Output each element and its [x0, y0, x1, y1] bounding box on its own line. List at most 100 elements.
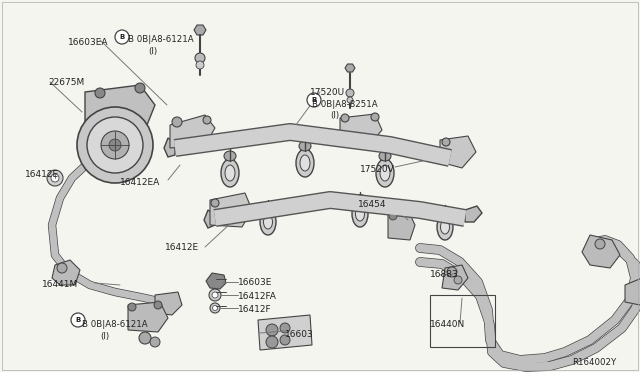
Circle shape — [280, 335, 290, 345]
Ellipse shape — [380, 165, 390, 181]
Ellipse shape — [221, 159, 239, 187]
Circle shape — [347, 97, 353, 103]
Ellipse shape — [299, 141, 311, 151]
Circle shape — [109, 139, 121, 151]
Circle shape — [341, 114, 349, 122]
Text: 16883: 16883 — [430, 270, 459, 279]
Text: 22675M: 22675M — [48, 78, 84, 87]
Polygon shape — [164, 138, 175, 157]
Circle shape — [115, 30, 129, 44]
Text: 16412F: 16412F — [238, 305, 271, 314]
Circle shape — [101, 131, 129, 159]
Polygon shape — [206, 273, 226, 289]
Text: 16441M: 16441M — [42, 280, 78, 289]
Text: 16603E: 16603E — [238, 278, 273, 287]
Text: 16412E: 16412E — [165, 243, 199, 252]
Circle shape — [266, 324, 278, 336]
Circle shape — [442, 138, 450, 146]
Circle shape — [57, 263, 67, 273]
Circle shape — [150, 337, 160, 347]
Circle shape — [280, 323, 290, 333]
Ellipse shape — [260, 209, 276, 235]
Polygon shape — [170, 115, 215, 148]
Circle shape — [87, 117, 143, 173]
Text: R164002Y: R164002Y — [572, 358, 616, 367]
Circle shape — [135, 83, 145, 93]
Ellipse shape — [379, 151, 391, 161]
Ellipse shape — [264, 215, 273, 229]
Polygon shape — [52, 260, 80, 285]
Text: 16440N: 16440N — [430, 320, 465, 329]
Text: (I): (I) — [100, 332, 109, 341]
Text: 16454: 16454 — [358, 200, 387, 209]
Ellipse shape — [296, 149, 314, 177]
Ellipse shape — [440, 208, 451, 217]
Circle shape — [128, 303, 136, 311]
Circle shape — [346, 89, 354, 97]
Ellipse shape — [437, 214, 453, 240]
Ellipse shape — [355, 195, 365, 203]
Text: B 0B|A8-6121A: B 0B|A8-6121A — [128, 35, 194, 44]
Polygon shape — [155, 292, 182, 315]
Text: 17520V: 17520V — [360, 165, 395, 174]
Circle shape — [212, 305, 218, 311]
Ellipse shape — [262, 202, 273, 212]
Circle shape — [203, 116, 211, 124]
Polygon shape — [450, 145, 468, 162]
Polygon shape — [345, 64, 355, 72]
Circle shape — [266, 336, 278, 348]
Circle shape — [95, 88, 105, 98]
Text: B 0B|A8-6121A: B 0B|A8-6121A — [82, 320, 148, 329]
Text: (I): (I) — [148, 47, 157, 56]
Text: B 0B|A8-8251A: B 0B|A8-8251A — [312, 100, 378, 109]
Polygon shape — [194, 25, 206, 35]
Circle shape — [71, 313, 85, 327]
Polygon shape — [128, 302, 168, 332]
Circle shape — [209, 289, 221, 301]
Polygon shape — [85, 85, 155, 130]
Circle shape — [77, 107, 153, 183]
Polygon shape — [388, 210, 415, 240]
Circle shape — [195, 53, 205, 63]
Circle shape — [595, 239, 605, 249]
Circle shape — [210, 303, 220, 313]
Ellipse shape — [300, 155, 310, 171]
Circle shape — [51, 174, 59, 182]
Polygon shape — [465, 206, 482, 222]
Circle shape — [447, 267, 457, 277]
Polygon shape — [582, 235, 620, 268]
Circle shape — [454, 276, 462, 284]
Polygon shape — [440, 136, 476, 168]
Circle shape — [139, 332, 151, 344]
Text: B: B — [120, 34, 125, 40]
Ellipse shape — [376, 159, 394, 187]
Circle shape — [371, 113, 379, 121]
Text: (I): (I) — [330, 111, 339, 120]
Text: 16412FA: 16412FA — [238, 292, 277, 301]
Circle shape — [172, 117, 182, 127]
Circle shape — [154, 301, 162, 309]
Ellipse shape — [224, 151, 236, 161]
Polygon shape — [625, 278, 640, 305]
Polygon shape — [340, 114, 382, 144]
Ellipse shape — [355, 207, 365, 221]
Text: 16412E: 16412E — [25, 170, 59, 179]
Ellipse shape — [440, 220, 449, 234]
Text: 16412EA: 16412EA — [120, 178, 160, 187]
Text: 16603: 16603 — [285, 330, 314, 339]
Circle shape — [389, 212, 397, 220]
Circle shape — [212, 292, 218, 298]
Text: B: B — [312, 97, 317, 103]
Polygon shape — [258, 315, 312, 350]
Ellipse shape — [225, 165, 235, 181]
Polygon shape — [442, 265, 468, 290]
Polygon shape — [204, 210, 215, 228]
Circle shape — [307, 93, 321, 107]
Text: B: B — [76, 317, 81, 323]
Text: 16603EA: 16603EA — [68, 38, 109, 47]
Bar — [430, 295, 495, 347]
Text: 17520U: 17520U — [310, 88, 345, 97]
Polygon shape — [210, 193, 252, 227]
Circle shape — [47, 170, 63, 186]
Ellipse shape — [352, 201, 368, 227]
